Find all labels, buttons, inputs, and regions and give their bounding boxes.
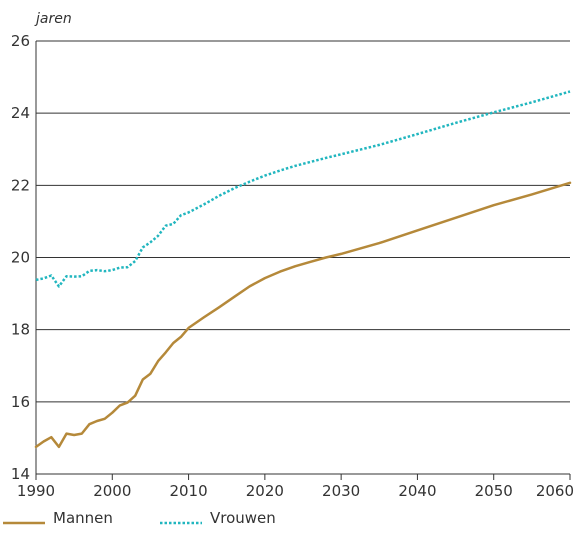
gridlines: [35, 40, 571, 480]
x-tick-label-2050: 2050: [475, 482, 513, 500]
x-tick-label-2000: 2000: [93, 482, 131, 500]
y-tick-label-22: 22: [11, 176, 30, 194]
y-axis-unit-label: jaren: [34, 11, 72, 27]
y-tick-label-26: 26: [11, 32, 30, 50]
x-tick-label-2020: 2020: [246, 482, 284, 500]
y-tick-label-16: 16: [11, 393, 30, 411]
series-line-mannen: [34, 181, 572, 449]
series-lines: [34, 90, 572, 449]
y-tick-label-24: 24: [11, 104, 30, 122]
y-tick-labels: 14 16 18 20 22 24 26: [11, 32, 30, 483]
y-tick-label-14: 14: [11, 465, 30, 483]
y-tick-label-18: 18: [11, 321, 30, 339]
legend: Mannen Vrouwen: [3, 509, 276, 527]
legend-label-mannen: Mannen: [53, 509, 113, 527]
x-tick-labels: 1990 2000 2010 2020 2030 2040 2050 2060: [17, 482, 574, 500]
x-tick-label-2030: 2030: [322, 482, 360, 500]
x-tick-label-2010: 2010: [169, 482, 207, 500]
y-tick-label-20: 20: [11, 249, 30, 267]
x-tick-label-2060: 2060: [536, 482, 574, 500]
x-tick-label-2040: 2040: [398, 482, 436, 500]
legend-label-vrouwen: Vrouwen: [210, 509, 276, 527]
x-tick-label-1990: 1990: [17, 482, 55, 500]
